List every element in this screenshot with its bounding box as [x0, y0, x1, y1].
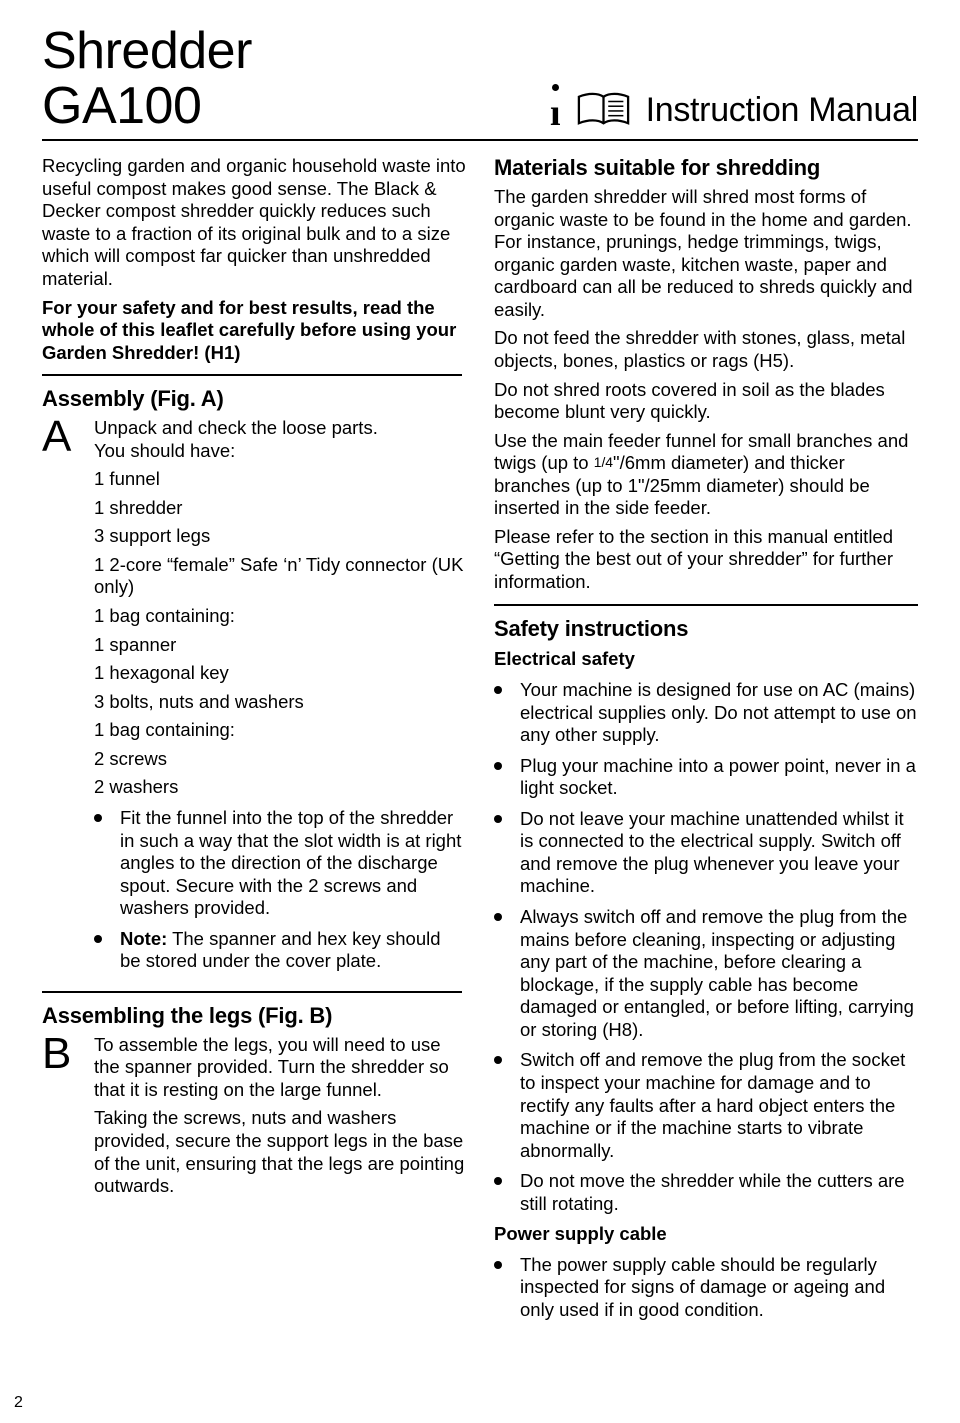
note-bullet: Note: The spanner and hex key should be … [94, 928, 466, 973]
list-item: 1 shredder [94, 497, 466, 520]
step-a-bullets: Fit the funnel into the top of the shred… [94, 807, 466, 973]
right-column: Materials suitable for shredding The gar… [494, 155, 918, 1329]
title-line2: GA100 [42, 79, 252, 134]
materials-p2: Do not feed the shredder with stones, gl… [494, 327, 918, 372]
header-right: ı Instruction Manual [550, 84, 918, 133]
book-icon [577, 91, 630, 129]
step-a-body: Unpack and check the loose parts. You sh… [94, 417, 466, 981]
bullet-item: Plug your machine into a power point, ne… [494, 755, 918, 800]
step-b-p2: Taking the screws, nuts and washers prov… [94, 1107, 466, 1197]
list-item: 2 screws [94, 748, 466, 771]
legs-heading: Assembling the legs (Fig. B) [42, 1003, 466, 1030]
product-title-block: Shredder GA100 [42, 24, 252, 133]
list-item: 1 bag containing: [94, 719, 466, 742]
bullet-item: Do not leave your machine unattended whi… [494, 808, 918, 898]
title-line1: Shredder [42, 24, 252, 79]
step-a-lead2: You should have: [94, 440, 466, 463]
materials-p4: Use the main feeder funnel for small bra… [494, 430, 918, 520]
list-item: 1 bag containing: [94, 605, 466, 628]
electrical-subheading: Electrical safety [494, 648, 918, 671]
bullet-item: Always switch off and remove the plug fr… [494, 906, 918, 1041]
page-number: 2 [14, 1393, 23, 1413]
info-icon: ı [550, 84, 561, 132]
materials-heading: Materials suitable for shredding [494, 155, 918, 182]
header: Shredder GA100 ı Instruction Manual [42, 24, 918, 141]
list-item: 1 funnel [94, 468, 466, 491]
manual-label: Instruction Manual [646, 90, 918, 131]
safety-heading: Safety instructions [494, 616, 918, 643]
bullet-item: Fit the funnel into the top of the shred… [94, 807, 466, 920]
fraction: 1/4 [594, 454, 613, 470]
bullet-item: Your machine is designed for use on AC (… [494, 679, 918, 747]
power-cable-subheading: Power supply cable [494, 1223, 918, 1246]
assembly-heading: Assembly (Fig. A) [42, 386, 466, 413]
list-item: 1 hexagonal key [94, 662, 466, 685]
bullet-item: Switch off and remove the plug from the … [494, 1049, 918, 1162]
list-item: 3 bolts, nuts and washers [94, 691, 466, 714]
step-a-parts-list: 1 funnel 1 shredder 3 support legs 1 2-c… [94, 468, 466, 799]
step-b-p1: To assemble the legs, you will need to u… [94, 1034, 466, 1102]
step-a: A Unpack and check the loose parts. You … [42, 417, 466, 981]
content-columns: Recycling garden and organic household w… [42, 155, 918, 1329]
step-b-letter: B [42, 1034, 86, 1204]
materials-p5: Please refer to the section in this manu… [494, 526, 918, 594]
list-item: 1 2-core “female” Safe ‘n’ Tidy connecto… [94, 554, 466, 599]
list-item: 1 spanner [94, 634, 466, 657]
step-b-body: To assemble the legs, you will need to u… [94, 1034, 466, 1204]
list-item: 3 support legs [94, 525, 466, 548]
note-text: The spanner and hex key should be stored… [120, 928, 441, 972]
bullet-item: The power supply cable should be regular… [494, 1254, 918, 1322]
step-a-lead1: Unpack and check the loose parts. [94, 417, 466, 440]
materials-p1: The garden shredder will shred most form… [494, 186, 918, 321]
divider [42, 991, 462, 993]
materials-p3: Do not shred roots covered in soil as th… [494, 379, 918, 424]
list-item: 2 washers [94, 776, 466, 799]
intro-bold-warning: For your safety and for best results, re… [42, 297, 466, 365]
divider [42, 374, 462, 376]
intro-paragraph: Recycling garden and organic household w… [42, 155, 466, 290]
power-bullet-list: The power supply cable should be regular… [494, 1254, 918, 1322]
electrical-bullet-list: Your machine is designed for use on AC (… [494, 679, 918, 1215]
note-label: Note: [120, 928, 167, 949]
left-column: Recycling garden and organic household w… [42, 155, 466, 1329]
step-a-letter: A [42, 417, 86, 981]
divider [494, 604, 918, 606]
bullet-item: Do not move the shredder while the cutte… [494, 1170, 918, 1215]
step-b: B To assemble the legs, you will need to… [42, 1034, 466, 1204]
